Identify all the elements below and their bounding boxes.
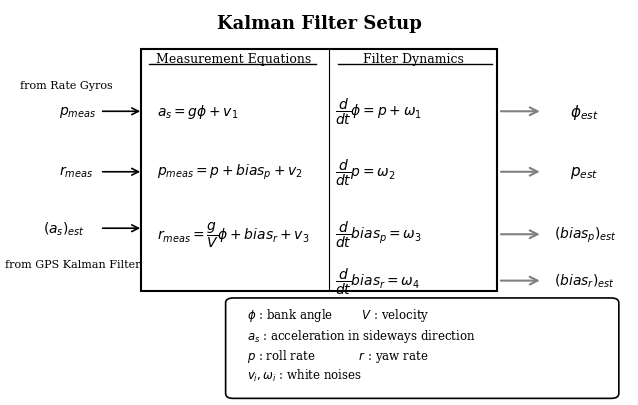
Text: $(bias_p)_{est}$: $(bias_p)_{est}$ (554, 225, 617, 244)
Text: Filter Dynamics: Filter Dynamics (362, 53, 463, 66)
Text: $\dfrac{d}{dt}bias_r = \omega_4$: $\dfrac{d}{dt}bias_r = \omega_4$ (335, 266, 420, 296)
Text: $v_i, \omega_i$ : white noises: $v_i, \omega_i$ : white noises (247, 367, 362, 384)
Text: $a_s = g\phi + v_1$: $a_s = g\phi + v_1$ (157, 103, 239, 121)
Text: $\dfrac{d}{dt}p = \omega_2$: $\dfrac{d}{dt}p = \omega_2$ (335, 157, 396, 188)
Bar (141, 50, 497, 291)
Text: $a_s$ : acceleration in sideways direction: $a_s$ : acceleration in sideways directi… (247, 327, 476, 344)
Text: $p_{meas}$: $p_{meas}$ (59, 104, 96, 119)
Text: $p_{est}$: $p_{est}$ (570, 164, 598, 180)
Text: $r_{meas} = \dfrac{g}{V}\phi + bias_r + v_3$: $r_{meas} = \dfrac{g}{V}\phi + bias_r + … (157, 220, 309, 249)
Text: $\phi$ : bank angle        $V$ : velocity: $\phi$ : bank angle $V$ : velocity (247, 307, 429, 324)
Text: $r_{meas}$: $r_{meas}$ (59, 165, 93, 180)
Text: $\phi_{est}$: $\phi_{est}$ (570, 102, 598, 122)
FancyBboxPatch shape (226, 298, 619, 399)
Text: $\dfrac{d}{dt}\phi = p + \omega_1$: $\dfrac{d}{dt}\phi = p + \omega_1$ (335, 97, 422, 127)
Text: $\dfrac{d}{dt}bias_p = \omega_3$: $\dfrac{d}{dt}bias_p = \omega_3$ (335, 220, 422, 250)
Text: from GPS Kalman Filter: from GPS Kalman Filter (4, 260, 140, 270)
Text: $p$ : roll rate            $r$ : yaw rate: $p$ : roll rate $r$ : yaw rate (247, 347, 429, 364)
Text: $(a_s)_{est}$: $(a_s)_{est}$ (43, 220, 85, 237)
Text: $p_{meas} = p + bias_p + v_2$: $p_{meas} = p + bias_p + v_2$ (157, 163, 303, 182)
Text: from Rate Gyros: from Rate Gyros (20, 81, 113, 91)
Text: Measurement Equations: Measurement Equations (156, 53, 311, 66)
Text: $(bias_r)_{est}$: $(bias_r)_{est}$ (554, 272, 615, 290)
Text: Kalman Filter Setup: Kalman Filter Setup (216, 15, 422, 32)
